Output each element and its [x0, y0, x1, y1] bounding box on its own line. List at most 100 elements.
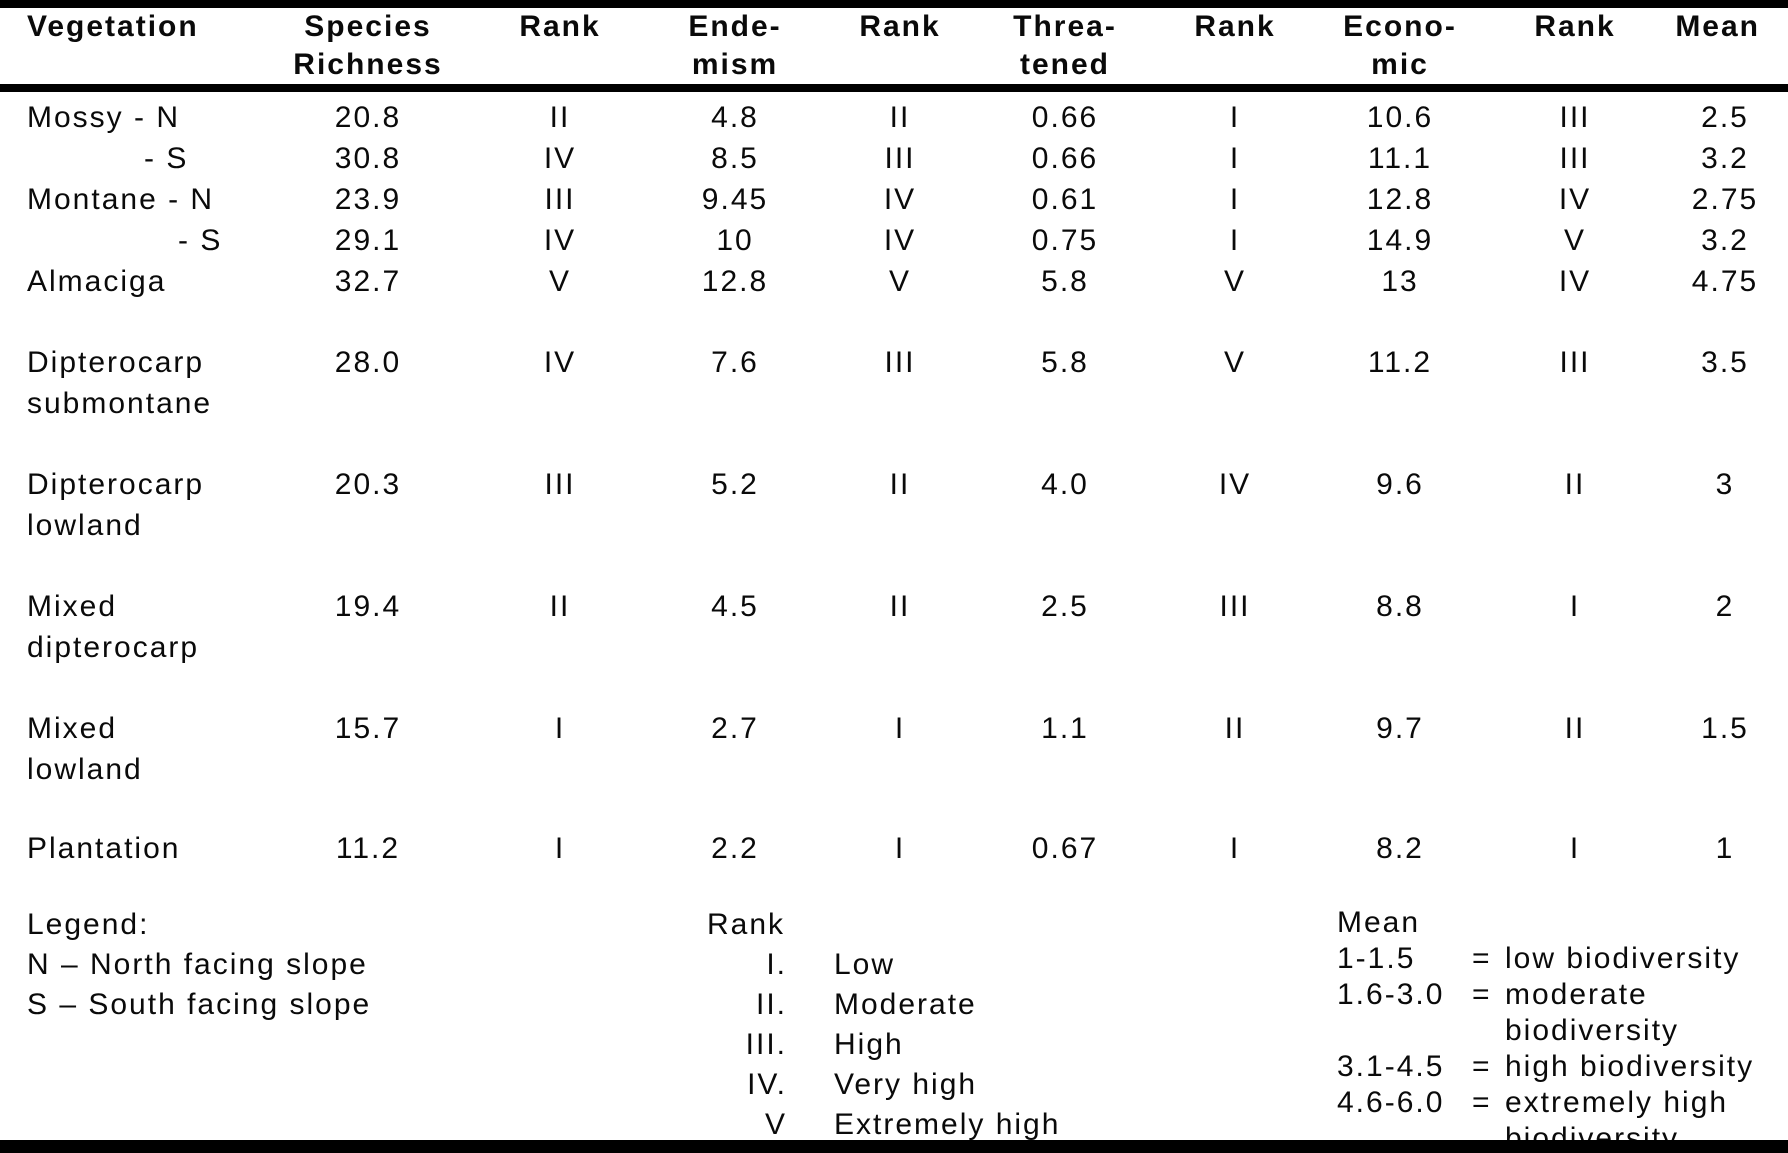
cell-rank-species: IV: [543, 142, 577, 175]
cell-threatened: 5.8: [1041, 265, 1089, 298]
cell-economic: 12.8: [1366, 183, 1434, 216]
cell-species-richness: 32.7: [334, 265, 402, 298]
cell-mean: 4.75: [1691, 265, 1759, 298]
mean-range: 1.6-3.0: [1337, 978, 1445, 1011]
table-row-montane-n: Montane - N 23.9 III 9.45 IV 0.61 I 12.8…: [0, 179, 1788, 220]
equals-sign: =: [1472, 1086, 1492, 1119]
cell-species-richness: 20.3: [334, 468, 402, 501]
legend-note-south: S – South facing slope: [27, 988, 372, 1021]
cell-endemism: 5.2: [711, 468, 759, 501]
cell-species-richness: 11.2: [335, 832, 401, 865]
legend-rank-item: V Extremely high: [707, 1105, 1060, 1145]
cell-rank-endemism: II: [889, 101, 911, 134]
table-row-plantation: Plantation 11.2 I 2.2 I 0.67 I 8.2 I 1: [0, 790, 1788, 869]
cell-endemism: 2.7: [711, 712, 759, 745]
cell-mean: 2.75: [1691, 183, 1759, 216]
header-economic: Econo- mic: [1312, 4, 1488, 92]
cell-endemism: 4.8: [711, 101, 759, 134]
cell-rank-economic: II: [1564, 712, 1586, 745]
cell-economic: 13: [1381, 265, 1419, 298]
mean-range: 1-1.5: [1337, 942, 1416, 975]
legend-rank-item: III. High: [707, 1025, 1060, 1065]
legend-rank-item: II. Moderate: [707, 985, 1060, 1025]
cell-species-richness: 28.0: [334, 346, 402, 379]
rank-numeral: IV.: [747, 1068, 787, 1101]
cell-mean: 2: [1715, 590, 1735, 623]
cell-mean: 3.2: [1701, 142, 1749, 175]
header-rank-threatened: Rank: [1158, 4, 1312, 92]
rank-numeral: III.: [745, 1028, 787, 1061]
equals-sign: =: [1472, 978, 1492, 1011]
cell-mean: 3.5: [1701, 346, 1749, 379]
cell-threatened: 0.75: [1031, 224, 1099, 257]
cell-rank-species: II: [549, 590, 571, 623]
cell-vegetation: - S: [178, 224, 223, 257]
mean-description: moderate biodiversity: [1505, 978, 1680, 1047]
rank-label: Low: [834, 948, 896, 981]
biodiversity-table: Vegetation Species Richness Rank Ende- m…: [0, 0, 1788, 869]
cell-rank-threatened: III: [1219, 590, 1251, 623]
rank-label: High: [834, 1028, 904, 1061]
cell-vegetation: Montane - N: [27, 183, 215, 216]
cell-rank-economic: III: [1559, 346, 1591, 379]
cell-threatened: 0.66: [1031, 101, 1099, 134]
rank-label: Extremely high: [834, 1108, 1061, 1141]
cell-mean: 3.2: [1701, 224, 1749, 257]
cell-mean: 1: [1715, 832, 1735, 865]
cell-endemism: 9.45: [701, 183, 769, 216]
cell-threatened: 5.8: [1041, 346, 1089, 379]
cell-rank-economic: IV: [1558, 183, 1592, 216]
rank-numeral: V: [764, 1108, 787, 1141]
cell-rank-species: IV: [543, 224, 577, 257]
cell-rank-threatened: V: [1223, 346, 1246, 379]
cell-rank-threatened: II: [1224, 712, 1246, 745]
header-mean: Mean: [1662, 4, 1788, 92]
cell-rank-economic: III: [1559, 101, 1591, 134]
cell-rank-endemism: IV: [883, 224, 917, 257]
table-row-mossy-s: - S 30.8 IV 8.5 III 0.66 I 11.1 III 3.2: [0, 138, 1788, 179]
legend-slope-block: Legend: N – North facing slope S – South…: [27, 905, 371, 1025]
bottom-border-rule: [0, 1140, 1788, 1153]
cell-rank-species: I: [554, 712, 566, 745]
cell-rank-economic: V: [1563, 224, 1586, 257]
cell-rank-economic: III: [1559, 142, 1591, 175]
rank-numeral: I.: [766, 948, 787, 981]
cell-vegetation: Dipterocarp submontane: [27, 346, 213, 420]
legend-mean-item: 1-1.5 = low biodiversity: [1337, 941, 1788, 977]
cell-rank-species: III: [544, 468, 576, 501]
cell-rank-endemism: III: [884, 346, 916, 379]
cell-rank-species: IV: [543, 346, 577, 379]
cell-vegetation: Mossy - N: [27, 101, 180, 134]
cell-threatened: 0.67: [1031, 832, 1099, 865]
legend-rank-item: I. Low: [707, 945, 1060, 985]
cell-vegetation: Plantation: [27, 832, 181, 865]
cell-mean: 2.5: [1701, 101, 1749, 134]
legend-section: Legend: N – North facing slope S – South…: [0, 905, 1788, 1153]
cell-endemism: 4.5: [711, 590, 759, 623]
legend-note-north: N – North facing slope: [27, 948, 368, 981]
cell-species-richness: 23.9: [334, 183, 402, 216]
cell-rank-threatened: V: [1223, 265, 1246, 298]
table-row-montane-s: - S 29.1 IV 10 IV 0.75 I 14.9 V 3.2: [0, 220, 1788, 261]
cell-rank-endemism: V: [888, 265, 911, 298]
cell-rank-species: II: [549, 101, 571, 134]
cell-rank-endemism: IV: [883, 183, 917, 216]
cell-vegetation: - S: [144, 142, 189, 175]
cell-endemism: 7.6: [711, 346, 759, 379]
cell-rank-endemism: II: [889, 468, 911, 501]
rank-label: Moderate: [834, 988, 977, 1021]
cell-mean: 1.5: [1701, 712, 1749, 745]
cell-economic: 9.7: [1376, 712, 1424, 745]
table-header-row: Vegetation Species Richness Rank Ende- m…: [0, 4, 1788, 92]
cell-rank-endemism: II: [889, 590, 911, 623]
table-row-dipterocarp-submontane: Dipterocarp submontane 28.0 IV 7.6 III 5…: [0, 302, 1788, 424]
cell-vegetation: Mixed lowland: [27, 712, 143, 786]
equals-sign: =: [1472, 942, 1492, 975]
table-row-mossy-n: Mossy - N 20.8 II 4.8 II 0.66 I 10.6 III…: [0, 88, 1788, 138]
cell-species-richness: 15.7: [334, 712, 402, 745]
mean-range: 4.6-6.0: [1337, 1086, 1445, 1119]
cell-threatened: 0.61: [1031, 183, 1099, 216]
legend-rank-block: Rank I. Low II. Moderate III. High IV. V…: [707, 905, 1060, 1145]
cell-rank-threatened: I: [1229, 101, 1241, 134]
